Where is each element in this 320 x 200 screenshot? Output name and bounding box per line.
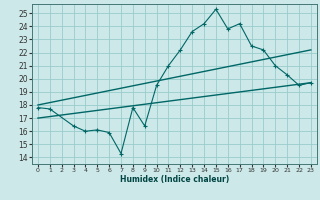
X-axis label: Humidex (Indice chaleur): Humidex (Indice chaleur) [120, 175, 229, 184]
